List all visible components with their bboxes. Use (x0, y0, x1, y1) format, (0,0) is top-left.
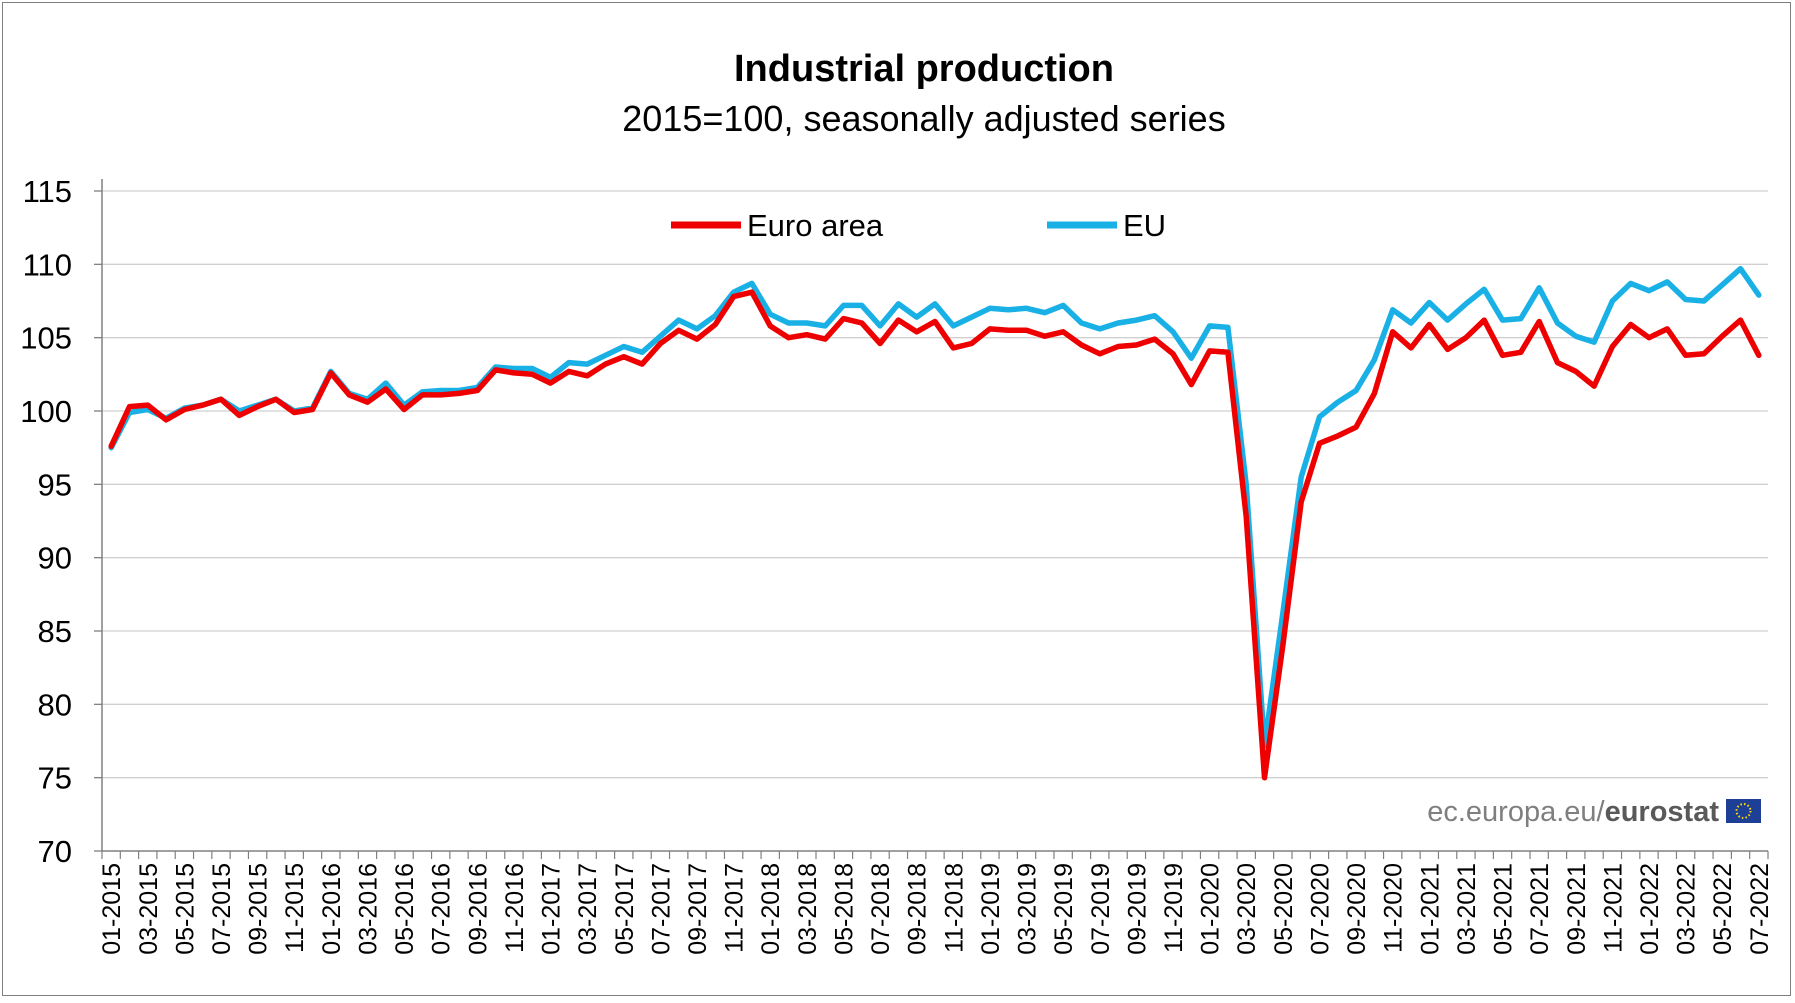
x-tick-label: 03-2018 (794, 863, 822, 955)
x-tick-label: 09-2020 (1343, 863, 1371, 955)
x-tick-label: 01-2017 (538, 863, 566, 955)
x-tick-label: 09-2016 (464, 863, 492, 955)
x-tick-label: 11-2019 (1160, 863, 1188, 953)
chart-subtitle: 2015=100, seasonally adjusted series (622, 98, 1225, 139)
x-tick-label: 05-2022 (1709, 863, 1737, 955)
x-tick-label: 09-2018 (904, 863, 932, 955)
eu-flag-stars (1735, 803, 1752, 819)
x-tick-label: 07-2015 (208, 863, 236, 955)
y-tick-label: 70 (38, 834, 72, 869)
x-tick-label: 11-2017 (721, 863, 749, 953)
x-tick-label: 09-2017 (684, 863, 712, 955)
x-tick-label: 07-2019 (1087, 863, 1115, 955)
x-tick-label: 07-2017 (647, 863, 675, 955)
x-tick-label: 01-2015 (98, 863, 126, 955)
x-tick-label: 05-2019 (1050, 863, 1078, 955)
x-tick-label: 03-2021 (1453, 863, 1481, 955)
y-tick-label: 95 (38, 467, 72, 502)
source-brand: eurostat (1605, 796, 1720, 828)
x-tick-label: 07-2016 (428, 863, 456, 955)
y-tick-label: 100 (20, 394, 72, 429)
y-tick-label: 85 (38, 614, 72, 649)
x-tick-label: 01-2021 (1416, 863, 1444, 955)
source-prefix: ec.europa.eu/ (1427, 796, 1605, 828)
x-tick-label: 11-2020 (1380, 863, 1408, 953)
x-tick-label: 07-2021 (1526, 863, 1554, 955)
x-tick-label: 09-2015 (245, 863, 273, 955)
x-tick-label: 03-2016 (354, 863, 382, 955)
x-tick-label: 05-2020 (1270, 863, 1298, 955)
y-tick-label: 105 (20, 321, 72, 356)
x-tick-label: 07-2022 (1746, 863, 1774, 955)
x-tick-label: 05-2021 (1490, 863, 1518, 955)
x-tick-label: 11-2016 (501, 863, 529, 953)
x-tick-label: 03-2017 (574, 863, 602, 955)
x-tick-label: 07-2020 (1306, 863, 1334, 955)
line-chart: Industrial production 2015=100, seasonal… (20, 48, 1774, 955)
x-tick-label: 11-2015 (281, 863, 309, 953)
x-tick-label: 01-2016 (318, 863, 346, 955)
x-tick-label: 05-2018 (830, 863, 858, 955)
chart-title: Industrial production (734, 48, 1114, 90)
x-tick-label: 01-2018 (757, 863, 785, 955)
x-tick-label: 05-2015 (171, 863, 199, 955)
y-tick-label: 110 (23, 247, 72, 282)
x-tick-label: 09-2021 (1563, 863, 1591, 955)
y-axis: 70 75 80 85 90 95 100 105 110 115 (20, 174, 103, 869)
x-tick-label: 03-2020 (1233, 863, 1261, 955)
series-line-euro-area (108, 289, 1762, 781)
x-tick-label: 01-2020 (1197, 863, 1225, 955)
y-tick-label: 90 (38, 541, 72, 576)
x-tick-label: 01-2022 (1636, 863, 1664, 955)
y-tick-label: 75 (38, 761, 72, 796)
y-tick-label: 115 (23, 174, 72, 209)
gridlines (102, 190, 1768, 779)
x-tick-label: 09-2019 (1123, 863, 1151, 955)
x-tick-label: 11-2018 (940, 863, 968, 953)
x-tick-label: 05-2017 (611, 863, 639, 955)
legend-label-eu: EU (1123, 208, 1166, 243)
x-tick-label: 05-2016 (391, 863, 419, 955)
source-credit: ec.europa.eu/eurostat (1427, 796, 1761, 828)
x-tick-label: 11-2021 (1599, 863, 1627, 953)
legend-label-euro-area: Euro area (747, 208, 884, 243)
x-tick-label: 03-2019 (1014, 863, 1042, 955)
eu-flag-icon (1726, 799, 1761, 823)
y-tick-label: 80 (38, 687, 72, 722)
x-tick-label: 07-2018 (867, 863, 895, 955)
x-tick-label: 03-2015 (135, 863, 163, 955)
legend: Euro area EU (671, 208, 1166, 243)
series-lines (108, 265, 1762, 781)
series-line-eu (108, 265, 1762, 749)
source-text: ec.europa.eu/eurostat (1427, 796, 1719, 828)
x-tick-label: 03-2022 (1673, 863, 1701, 955)
x-tick-label: 01-2019 (977, 863, 1005, 955)
x-axis: 01-2015 03-2015 05-2015 07-2015 09-2015 11-20… (98, 850, 1774, 955)
